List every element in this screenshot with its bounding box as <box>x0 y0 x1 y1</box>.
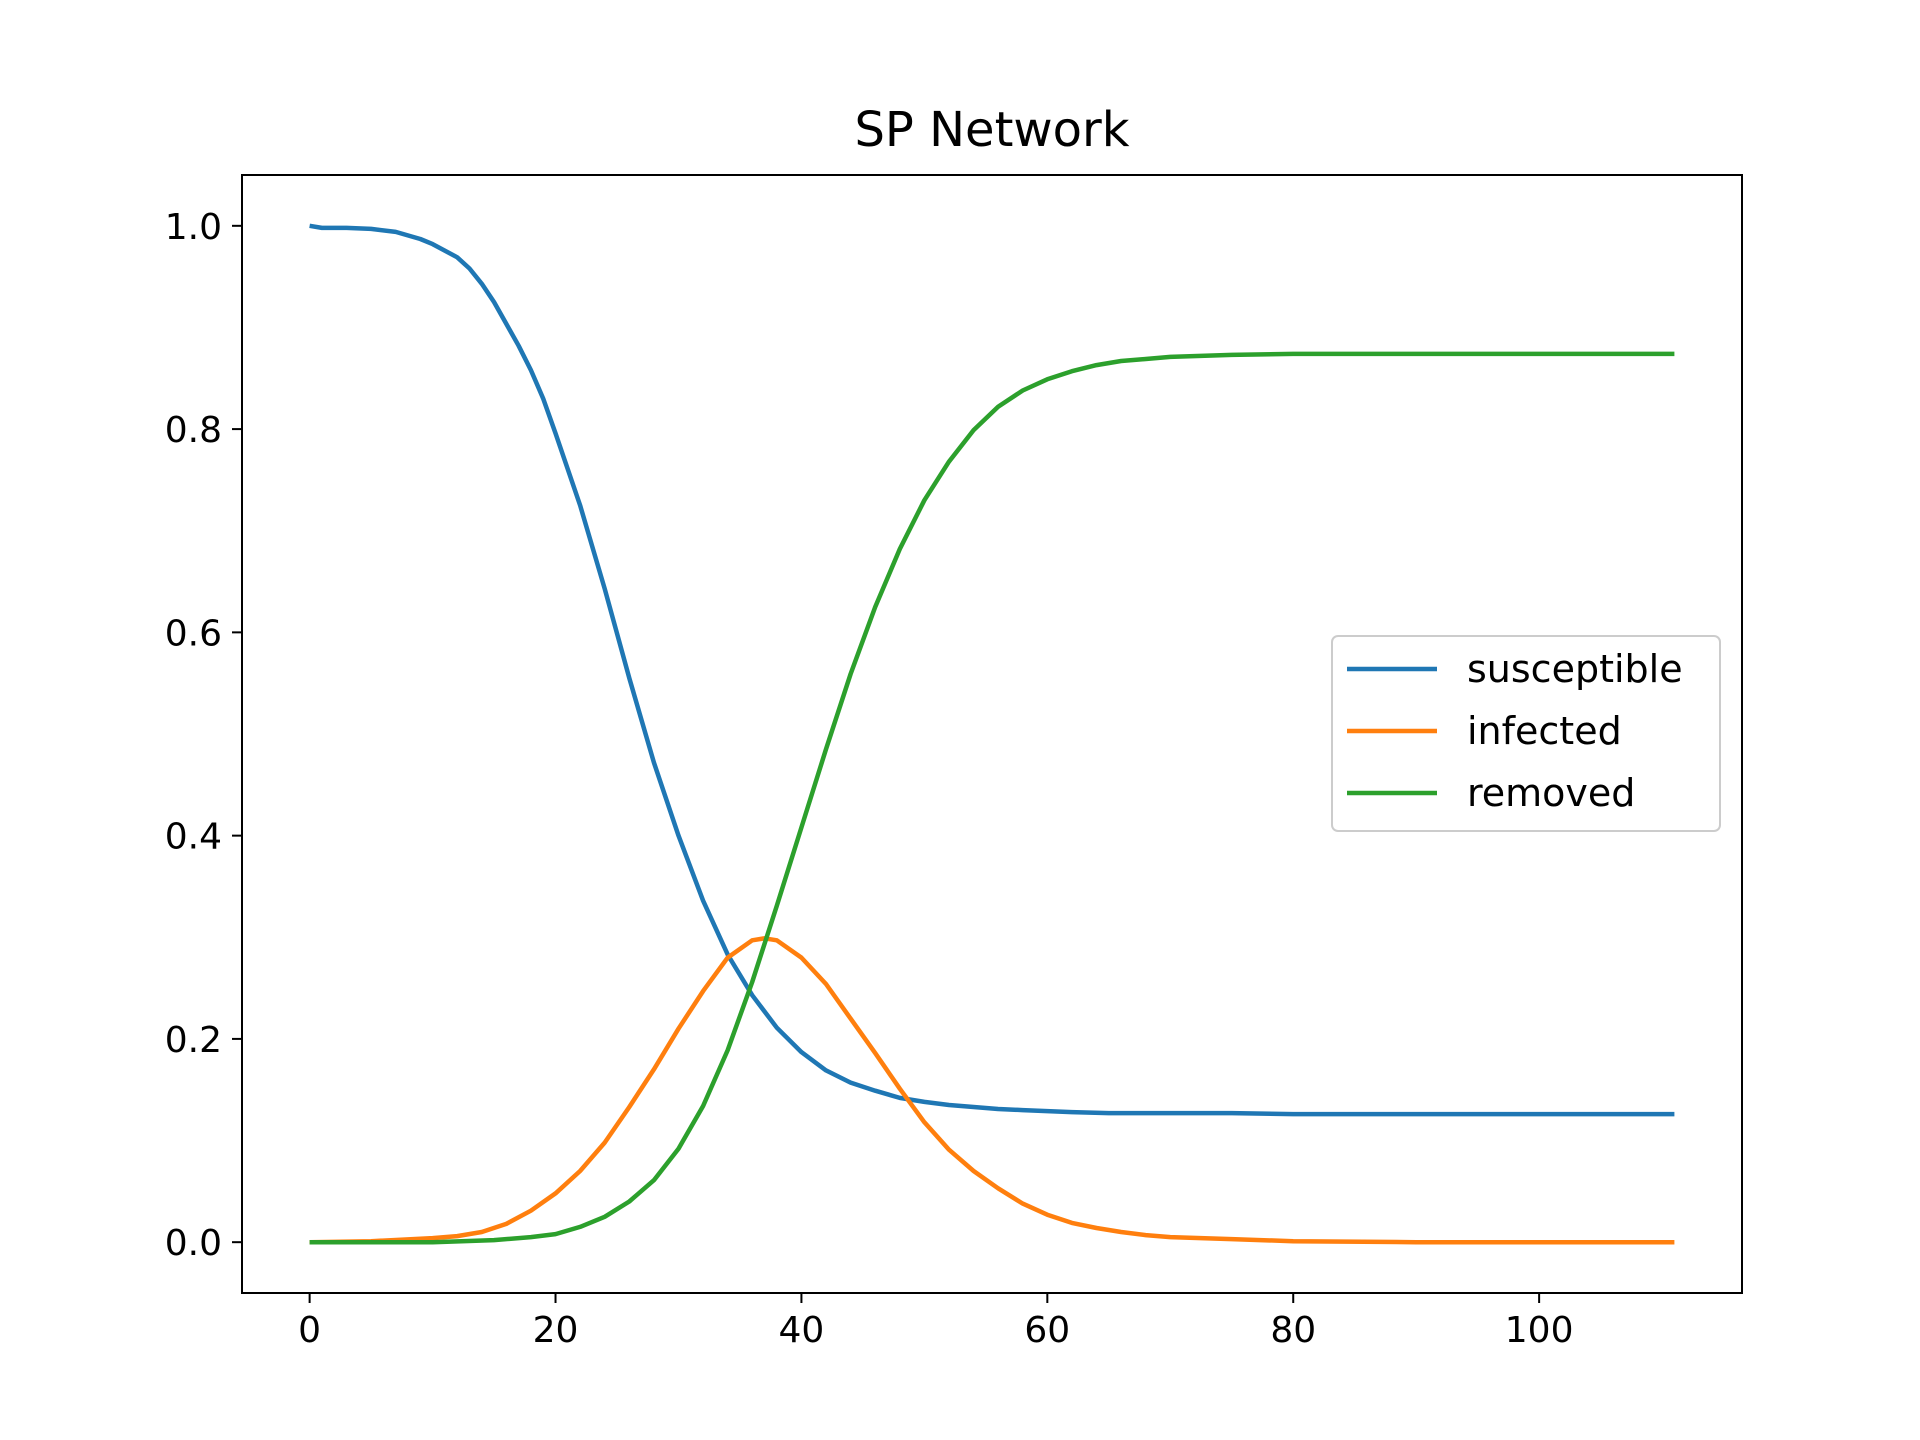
y-tick-label: 0.0 <box>165 1223 222 1264</box>
chart-title: SP Network <box>854 102 1129 158</box>
series-layer <box>309 223 1675 1245</box>
legend: susceptible infected removed <box>1331 635 1721 832</box>
legend-label-removed: removed <box>1467 771 1635 815</box>
plot-frame <box>241 174 1743 1294</box>
y-tick-label: 0.8 <box>165 410 222 451</box>
series-line-removed <box>309 351 1675 1245</box>
series-line-susceptible <box>309 223 1675 1117</box>
x-tick-label: 60 <box>1024 1310 1070 1351</box>
y-tick-label: 0.2 <box>165 1020 222 1061</box>
x-tick-label: 100 <box>1505 1310 1574 1351</box>
x-axis: 0 20 40 60 80 100 <box>298 1293 1573 1351</box>
y-tick-label: 0.6 <box>165 613 222 654</box>
y-tick-label: 1.0 <box>165 207 222 248</box>
legend-label-susceptible: susceptible <box>1467 647 1683 691</box>
x-tick-label: 0 <box>298 1310 321 1351</box>
series-line-infected <box>309 936 1675 1245</box>
x-tick-label: 20 <box>533 1310 579 1351</box>
y-axis: 0.0 0.2 0.4 0.6 0.8 1.0 <box>165 207 242 1264</box>
legend-box <box>1331 635 1721 832</box>
x-tick-label: 80 <box>1270 1310 1316 1351</box>
y-tick-label: 0.4 <box>165 817 222 858</box>
legend-label-infected: infected <box>1467 709 1622 753</box>
x-tick-label: 40 <box>779 1310 825 1351</box>
